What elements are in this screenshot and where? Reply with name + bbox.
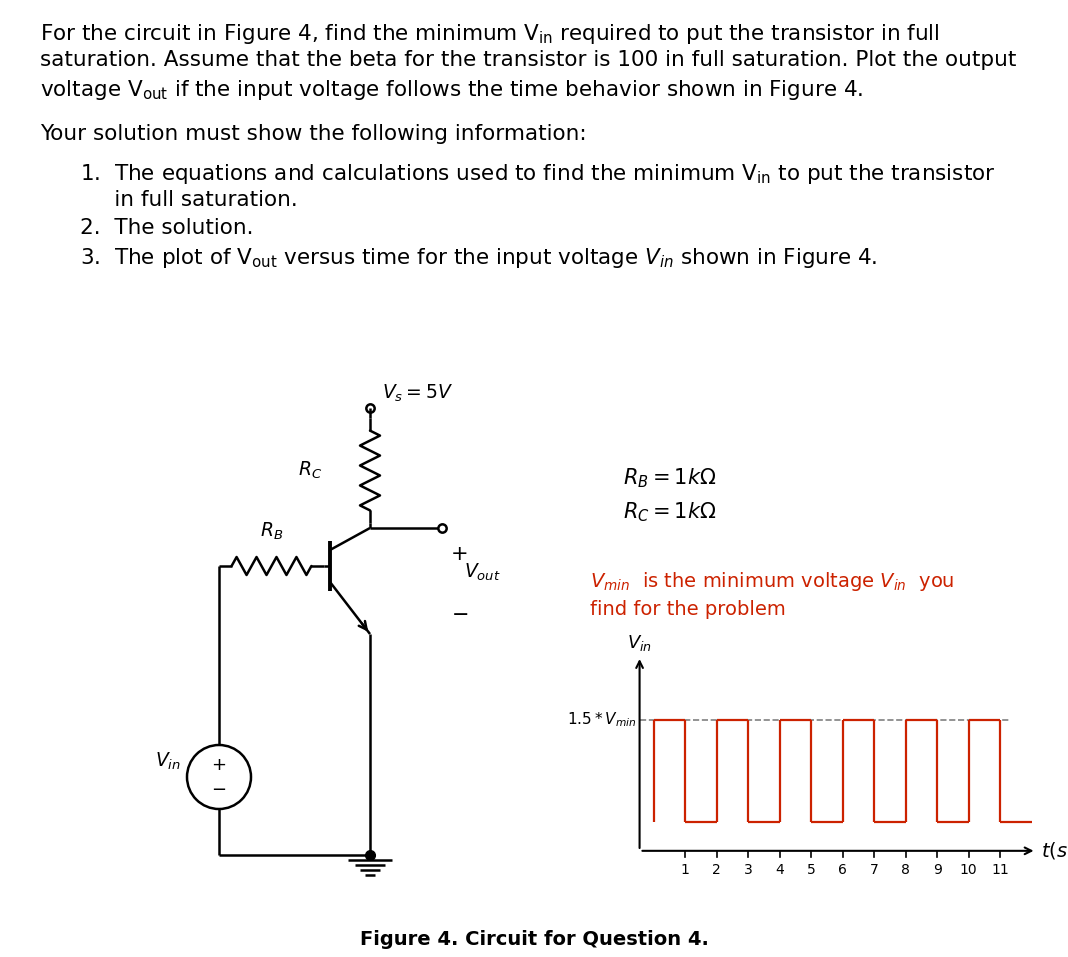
Text: 4: 4 — [775, 863, 784, 878]
Text: $t(s)$: $t(s)$ — [1041, 840, 1068, 861]
Text: saturation. Assume that the beta for the transistor is 100 in full saturation. P: saturation. Assume that the beta for the… — [40, 50, 1017, 70]
Text: −: − — [211, 781, 226, 799]
Text: 7: 7 — [869, 863, 879, 878]
Text: +: + — [211, 756, 226, 774]
Text: 3: 3 — [743, 863, 753, 878]
Text: voltage V$_{\mathrm{out}}$ if the input voltage follows the time behavior shown : voltage V$_{\mathrm{out}}$ if the input … — [40, 78, 863, 102]
Text: Figure 4. Circuit for Question 4.: Figure 4. Circuit for Question 4. — [360, 930, 708, 949]
Text: $V_{out}$: $V_{out}$ — [464, 562, 501, 583]
Text: in full saturation.: in full saturation. — [80, 190, 298, 210]
Text: 8: 8 — [901, 863, 910, 878]
Text: 10: 10 — [960, 863, 977, 878]
Text: $R_C = 1k\Omega$: $R_C = 1k\Omega$ — [624, 501, 717, 523]
Text: 6: 6 — [838, 863, 847, 878]
Text: $R_C$: $R_C$ — [298, 460, 321, 481]
Text: 3.  The plot of V$_{\mathrm{out}}$ versus time for the input voltage $V_{\mathit: 3. The plot of V$_{\mathrm{out}}$ versus… — [80, 246, 878, 270]
Text: 1: 1 — [680, 863, 690, 878]
Text: $-$: $-$ — [452, 603, 469, 623]
Text: $R_B = 1k\Omega$: $R_B = 1k\Omega$ — [624, 466, 717, 490]
Text: $V_s = 5V$: $V_s = 5V$ — [382, 383, 453, 404]
Text: +: + — [451, 544, 469, 564]
Text: $V_{in}$: $V_{in}$ — [155, 750, 180, 771]
Text: $V_{in}$: $V_{in}$ — [627, 634, 653, 653]
Text: 1.  The equations and calculations used to find the minimum V$_{\mathrm{in}}$ to: 1. The equations and calculations used t… — [80, 162, 995, 186]
Text: $V_{min}$  is the minimum voltage $V_{in}$  you: $V_{min}$ is the minimum voltage $V_{in}… — [590, 570, 955, 593]
Text: 2.  The solution.: 2. The solution. — [80, 218, 253, 238]
Text: 9: 9 — [932, 863, 942, 878]
Text: $R_B$: $R_B$ — [260, 521, 283, 542]
Text: 5: 5 — [806, 863, 816, 878]
Text: find for the problem: find for the problem — [590, 600, 786, 619]
Text: 11: 11 — [991, 863, 1009, 878]
Text: For the circuit in Figure 4, find the minimum V$_{\mathrm{in}}$ required to put : For the circuit in Figure 4, find the mi… — [40, 22, 940, 46]
Text: $1.5 * V_{min}$: $1.5 * V_{min}$ — [567, 710, 637, 729]
Text: Your solution must show the following information:: Your solution must show the following in… — [40, 124, 586, 144]
Text: 2: 2 — [712, 863, 721, 878]
